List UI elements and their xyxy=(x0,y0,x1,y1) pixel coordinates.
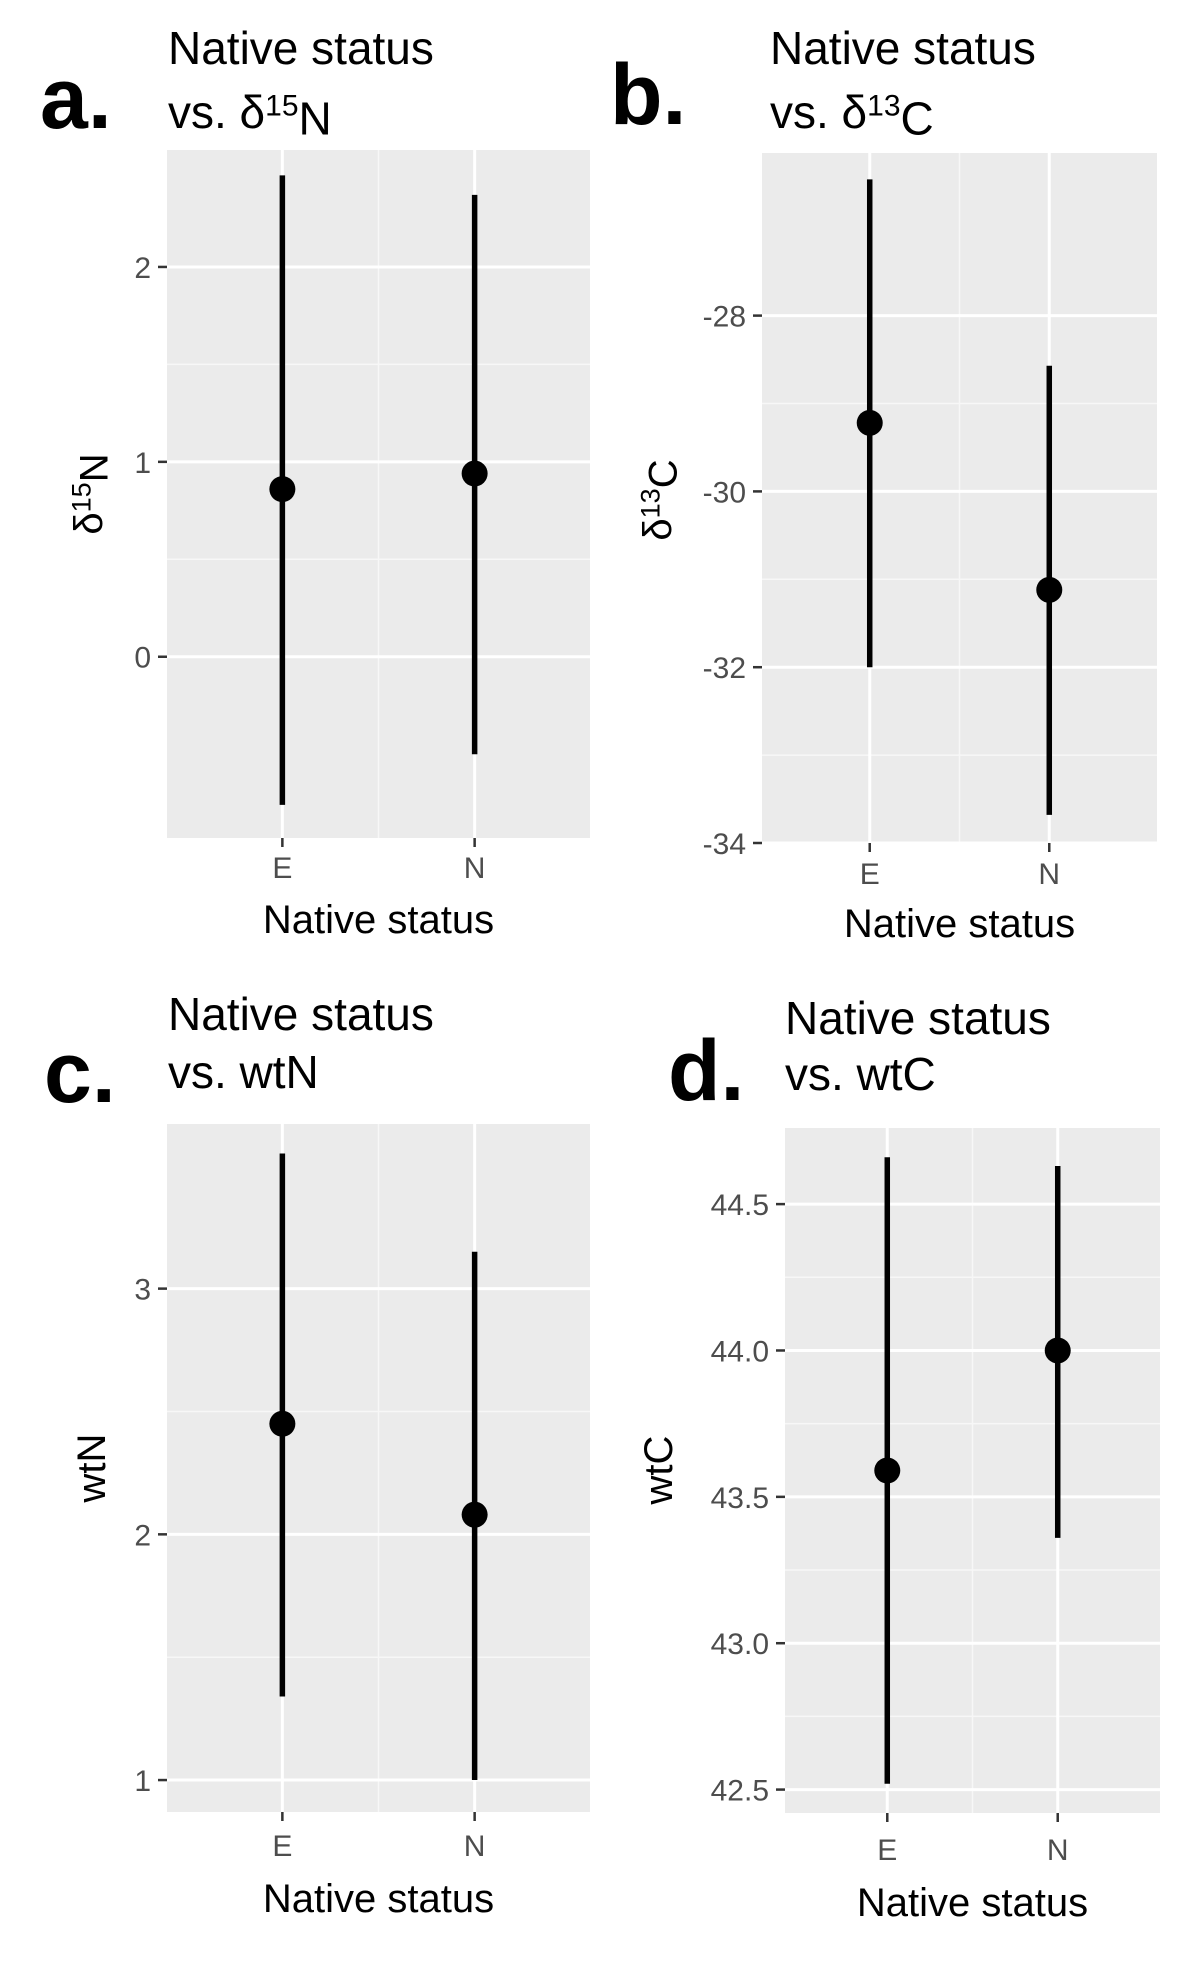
panel-b-y-axis-title: δ13C xyxy=(636,459,686,540)
panel-b-title-line1: Native status xyxy=(770,22,1036,74)
panel-a-title-line2-superscript: 15 xyxy=(265,89,298,122)
panel-c-y-tick-label: 1 xyxy=(134,1765,151,1798)
panel-d-y-tick-label: 42.5 xyxy=(711,1775,769,1808)
panel-b-y-tick-label: -32 xyxy=(703,652,746,685)
panel-c-title-line1: Native status xyxy=(168,988,434,1040)
panel-b-point-E xyxy=(856,409,883,436)
panel-a-y-tick-label: 0 xyxy=(134,642,151,675)
panel-a-point-E xyxy=(269,476,296,503)
panel-d-y-tick-label: 44.0 xyxy=(711,1335,769,1368)
panel-d-x-axis-title: Native status xyxy=(857,1881,1088,1925)
panel-b-y-axis-title-suffix: C xyxy=(641,459,685,488)
panel-c-y-tick-label: 3 xyxy=(134,1274,151,1307)
panel-c-label: c. xyxy=(44,1025,116,1121)
panel-a-y-axis-title-superscript: 15 xyxy=(67,482,97,512)
panel-c-title-line2: vs. wtN xyxy=(168,1046,319,1098)
panel-b-title-line2: vs. δ13C xyxy=(770,86,934,145)
panel-c-y-axis-title: wtN xyxy=(70,1434,114,1504)
panel-c-point-N xyxy=(461,1501,488,1528)
panel-b-point-N xyxy=(1036,576,1063,603)
panel-c-title-line2-text: vs. wtN xyxy=(168,1046,319,1098)
panel-a-title-line2: vs. δ15N xyxy=(168,86,332,145)
panel-a-y-axis-title: δ15N xyxy=(67,453,117,534)
panel-a-x-tick-label: N xyxy=(464,852,486,885)
panel-a-y-tick-label: 2 xyxy=(134,252,151,285)
panel-b-label: b. xyxy=(610,47,686,143)
panel-d-x-tick-label: N xyxy=(1047,1834,1069,1867)
panel-b-title-line2-suffix: C xyxy=(901,93,934,145)
panel-a-point-N xyxy=(461,460,488,487)
panel-b-x-tick-label: N xyxy=(1038,858,1060,891)
panel-d-x-tick-label: E xyxy=(877,1834,897,1867)
panel-d-label: d. xyxy=(668,1023,744,1119)
panel-c-x-tick-label: N xyxy=(464,1830,486,1863)
panel-d-y-axis-title: wtC xyxy=(637,1436,681,1506)
panel-d-title-line2: vs. wtC xyxy=(785,1048,936,1100)
panel-d-point-E xyxy=(874,1457,901,1484)
panel-a-x-axis-title: Native status xyxy=(263,898,494,942)
panel-b-y-tick-label: -30 xyxy=(703,476,746,509)
panel-d-y-tick-label: 43.0 xyxy=(711,1628,769,1661)
panel-d-y-axis-title-text: wtC xyxy=(637,1436,681,1506)
panel-c-x-axis-title: Native status xyxy=(263,1877,494,1921)
panel-a-title-line2-suffix: N xyxy=(299,93,332,145)
panel-b-y-tick-label: -34 xyxy=(703,828,746,861)
panel-d-title-line1: Native status xyxy=(785,992,1051,1044)
panel-d-y-tick-label: 44.5 xyxy=(711,1189,769,1222)
panel-b-title-line2-text: vs. δ xyxy=(770,86,867,138)
panel-c-y-axis-title-text: wtN xyxy=(70,1434,114,1504)
panel-b-x-tick-label: E xyxy=(860,858,880,891)
panel-c-x-tick-label: E xyxy=(272,1830,292,1863)
panel-c-point-E xyxy=(269,1410,296,1437)
panel-a-x-tick-label: E xyxy=(272,852,292,885)
panel-b-y-tick-label: -28 xyxy=(703,301,746,334)
panel-b-title-line2-superscript: 13 xyxy=(867,89,900,122)
panel-a-y-axis-title-suffix: N xyxy=(72,453,116,482)
panel-b-y-axis-title-text: δ xyxy=(636,518,680,540)
panel-c: c. Native status vs. wtN 1 2 3 E N Native status… xyxy=(44,988,590,1921)
panel-a-y-tick-label: 1 xyxy=(134,447,151,480)
panel-c-y-tick-label: 2 xyxy=(134,1519,151,1552)
panel-a-title-line2-text: vs. δ xyxy=(168,86,265,138)
panel-a-y-axis-title-text: δ xyxy=(67,512,111,534)
panel-d-y-tick-label: 43.5 xyxy=(711,1482,769,1515)
panel-a-label: a. xyxy=(40,51,112,147)
panel-d-title-line2-text: vs. wtC xyxy=(785,1048,936,1100)
panel-b-x-axis-title: Native status xyxy=(844,902,1075,946)
panel-d-point-N xyxy=(1044,1337,1071,1364)
panel-b-y-axis-title-superscript: 13 xyxy=(636,488,666,518)
panel-a-title-line1: Native status xyxy=(168,22,434,74)
